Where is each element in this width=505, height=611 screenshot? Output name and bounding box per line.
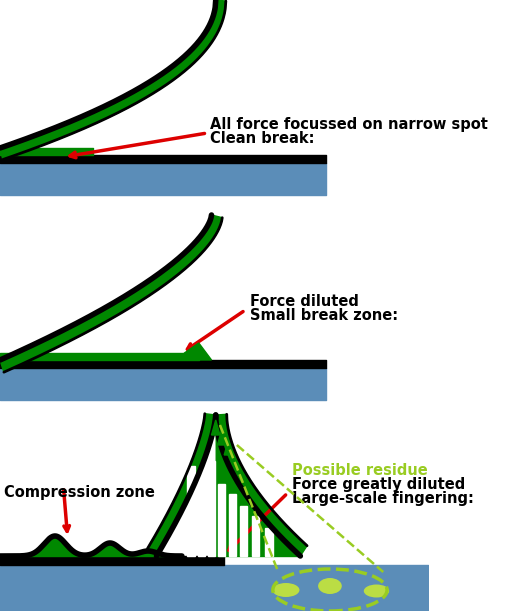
Polygon shape bbox=[218, 484, 225, 556]
Polygon shape bbox=[217, 430, 225, 445]
Polygon shape bbox=[197, 478, 205, 556]
Text: Force diluted: Force diluted bbox=[249, 294, 358, 309]
Text: Clean break:: Clean break: bbox=[210, 131, 314, 146]
Text: Force greatly diluted: Force greatly diluted bbox=[291, 477, 464, 492]
Polygon shape bbox=[147, 414, 215, 556]
Polygon shape bbox=[211, 420, 220, 435]
Text: All force focussed on narrow spot: All force focussed on narrow spot bbox=[210, 117, 487, 132]
Polygon shape bbox=[187, 466, 194, 556]
Polygon shape bbox=[181, 343, 211, 360]
Polygon shape bbox=[239, 506, 247, 556]
Ellipse shape bbox=[363, 585, 388, 598]
Text: Small break zone:: Small break zone: bbox=[249, 308, 397, 323]
Polygon shape bbox=[228, 494, 236, 556]
Polygon shape bbox=[224, 440, 232, 455]
Polygon shape bbox=[251, 516, 259, 556]
Text: Large-scale fingering:: Large-scale fingering: bbox=[291, 491, 473, 506]
Ellipse shape bbox=[318, 578, 341, 594]
Polygon shape bbox=[0, 0, 225, 159]
Text: Compression zone: Compression zone bbox=[4, 485, 155, 500]
Text: Possible residue: Possible residue bbox=[291, 463, 427, 478]
Polygon shape bbox=[265, 528, 272, 556]
Polygon shape bbox=[207, 461, 215, 556]
Polygon shape bbox=[215, 414, 307, 556]
Polygon shape bbox=[0, 215, 222, 372]
Ellipse shape bbox=[272, 583, 299, 597]
